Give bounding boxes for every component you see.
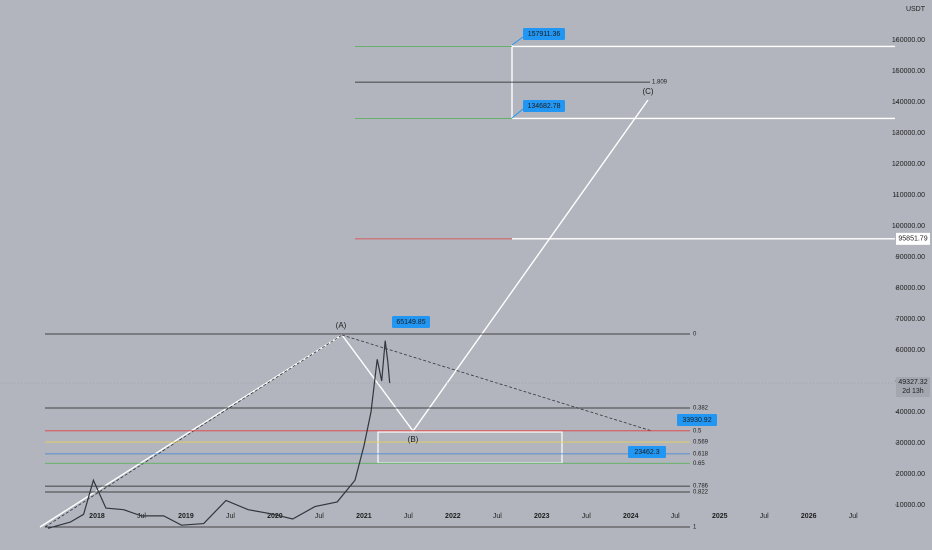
y-tick-label: 140000.00 [892,99,925,106]
fib-label: 0.786 [693,484,709,490]
y-tick-label: 80000.00 [896,285,925,292]
x-tick-label: 2025 [712,513,728,520]
y-tick-label: 10000.00 [896,502,925,509]
x-tick-label: Jul [582,513,591,520]
fib-label: 1.809 [652,80,668,86]
callout-stem [511,36,524,46]
x-tick-label: Jul [404,513,413,520]
axis-unit: USDT [906,6,926,13]
fib-label: 0 [693,332,697,338]
price-callout-label: 134682.78 [527,103,560,110]
y-tick-label: 70000.00 [896,316,925,323]
last-price-label: 49327.32 [898,379,927,386]
x-tick-label: 2022 [445,513,461,520]
y-tick-label: 150000.00 [892,68,925,75]
wave-label: (A) [336,321,347,330]
price-line [47,340,391,529]
y-tick-label: 110000.00 [892,192,925,199]
price-callout [523,100,565,112]
x-tick-label: 2020 [267,513,283,520]
x-tick-label: Jul [849,513,858,520]
x-tick-label: Jul [760,513,769,520]
countdown: 2d 13h [902,388,924,395]
x-tick-label: 2023 [534,513,550,520]
y-tick-label: 120000.00 [892,161,925,168]
fib-label: 0.569 [693,440,709,446]
x-tick-label: Jul [671,513,680,520]
callout-stem [511,108,524,119]
price-callout-label: 33930.92 [682,417,711,424]
price-callout-label: 65149.85 [396,319,425,326]
axis-price-box [896,232,930,245]
y-tick-label: 160000.00 [892,37,925,44]
x-tick-label: 2018 [89,513,105,520]
price-callout-label: 157911.36 [528,31,561,38]
x-tick-label: 2026 [801,513,817,520]
y-tick-label: 30000.00 [896,440,925,447]
trend-dashed [341,334,653,432]
fib-label: 0.65 [693,461,705,467]
y-tick-label: 40000.00 [896,409,925,416]
last-price-box [896,377,930,398]
y-tick-label: 60000.00 [896,347,925,354]
wave-label: (C) [642,87,653,96]
x-tick-label: 2021 [356,513,372,520]
wave-label: (B) [408,435,419,444]
y-tick-label: 100000.00 [892,223,925,230]
price-callout [392,316,430,328]
axis-price-label: 95851.79 [898,236,927,243]
fib-label: 0.822 [693,490,709,496]
price-callout [628,446,666,458]
fib-label: 0.382 [693,406,709,412]
price-callout [677,414,717,426]
fib-label: 0.618 [693,451,709,457]
x-tick-label: Jul [493,513,502,520]
y-tick-label: 90000.00 [896,254,925,261]
x-tick-label: 2019 [178,513,194,520]
fib-label: 0.5 [693,428,702,434]
y-tick-label: 130000.00 [892,130,925,137]
y-tick-label: 20000.00 [896,471,925,478]
price-callout [523,28,565,40]
x-tick-label: 2024 [623,513,639,520]
price-callout-label: 23462.3 [634,449,659,456]
x-tick-label: Jul [226,513,235,520]
fib-label: 1 [693,525,697,531]
x-tick-label: Jul [315,513,324,520]
